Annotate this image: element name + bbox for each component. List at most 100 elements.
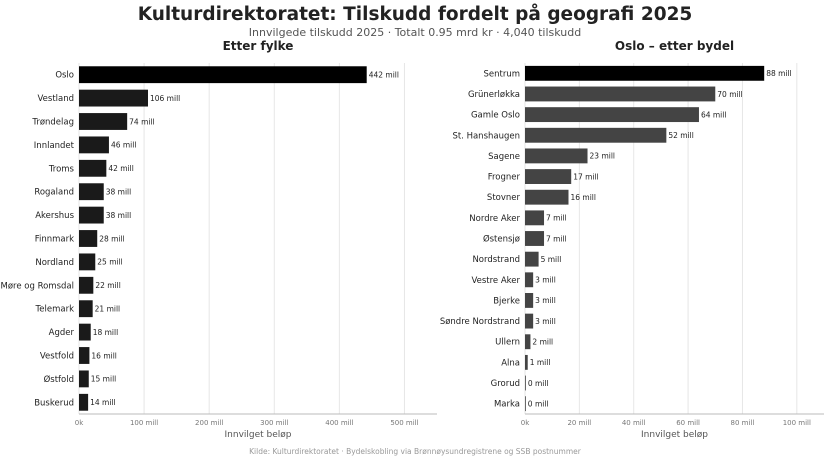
bar [79,347,90,364]
category-label: Sentrum [483,69,520,79]
value-label: 0 mill [528,399,549,408]
panel-title: Oslo – etter bydel [615,39,734,53]
x-tick-label: 60 mill [676,419,700,427]
value-label: 0 mill [528,379,549,388]
bar [79,276,94,294]
bar [525,396,526,412]
value-label: 42 mill [108,164,134,173]
bar [525,169,572,184]
x-axis-label: Innvilget beløp [225,430,292,440]
value-label: 106 mill [150,94,180,103]
x-tick-label: 0k [521,419,530,427]
category-label: Grorud [491,379,520,389]
x-tick-label: 40 mill [622,419,646,427]
value-label: 88 mill [766,69,792,78]
value-label: 38 mill [106,211,132,220]
value-label: 3 mill [535,317,556,326]
value-label: 28 mill [99,234,125,243]
value-label: 17 mill [573,172,599,181]
category-label: Nordstrand [472,255,520,265]
bar [525,231,545,246]
value-label: 38 mill [106,188,132,197]
bar [79,113,128,130]
category-label: Grünerløkka [468,90,520,100]
bar [525,148,588,164]
category-label: Søndre Nordstrand [440,317,520,327]
bar [525,210,545,226]
value-label: 5 mill [541,255,562,264]
category-label: Trøndelag [31,118,74,128]
bar [79,393,89,411]
value-label: 46 mill [111,141,137,150]
bar [525,293,534,308]
x-tick-label: 200 mill [195,419,223,427]
value-label: 16 mill [570,193,596,202]
bar [525,272,534,288]
bar [79,370,89,388]
category-label: Gamle Oslo [471,111,520,121]
category-label: Marka [494,400,520,410]
bar [525,354,528,370]
bar [525,189,569,205]
bar [525,313,534,329]
bar [79,183,104,201]
bar [79,230,98,247]
value-label: 18 mill [93,328,119,337]
category-label: Østfold [44,374,74,385]
x-tick-label: 80 mill [731,419,755,427]
category-label: Akershus [35,211,74,221]
bar [79,323,91,341]
value-label: 74 mill [129,117,155,126]
category-label: Bjerke [493,296,520,306]
category-label: Oslo [55,71,74,81]
x-tick-label: 0k [75,419,84,427]
category-label: Stovner [487,193,521,203]
x-tick-label: 20 mill [567,419,591,427]
bar [79,89,148,107]
x-tick-label: 400 mill [325,419,353,427]
value-label: 22 mill [95,281,121,290]
category-label: Finnmark [35,235,74,245]
value-label: 1 mill [530,358,551,367]
bar [79,206,104,224]
value-label: 15 mill [91,375,117,384]
x-axis-label: Innvilget beløp [641,430,708,440]
category-label: Agder [49,328,75,338]
value-label: 25 mill [97,258,123,267]
category-label: Rogaland [34,188,74,198]
x-tick-label: 100 mill [130,419,158,427]
value-label: 70 mill [717,90,743,99]
value-label: 23 mill [590,152,616,161]
category-label: Østensjø [483,234,520,245]
x-tick-label: 300 mill [260,419,288,427]
value-label: 52 mill [668,131,694,140]
value-label: 64 mill [701,110,727,119]
bar [79,300,93,318]
category-label: Vestland [38,94,75,104]
x-tick-label: 500 mill [390,419,418,427]
bar [525,334,531,350]
bar [525,375,526,391]
bar [79,136,109,154]
category-label: Vestfold [40,352,74,362]
category-label: Møre og Romsdal [1,281,74,291]
panel-title: Etter fylke [223,39,294,53]
bar [525,65,765,81]
bar [525,251,539,267]
value-label: 21 mill [95,305,121,314]
value-label: 16 mill [91,351,117,360]
value-label: 442 mill [369,71,399,80]
value-label: 14 mill [90,398,116,407]
category-label: Ullern [495,338,520,348]
bar [525,127,667,143]
category-label: Nordland [35,258,74,268]
category-label: Buskerud [34,398,74,408]
source-note: Kilde: Kulturdirektoratet · Bydelskoblin… [249,447,581,456]
figure-subtitle: Innvilgede tilskudd 2025 · Totalt 0.95 m… [248,26,582,39]
x-tick-label: 100 mill [783,419,811,427]
category-label: Telemark [35,305,75,315]
category-label: Innlandet [34,141,75,151]
category-label: Frogner [488,173,521,183]
category-label: Troms [48,164,75,174]
